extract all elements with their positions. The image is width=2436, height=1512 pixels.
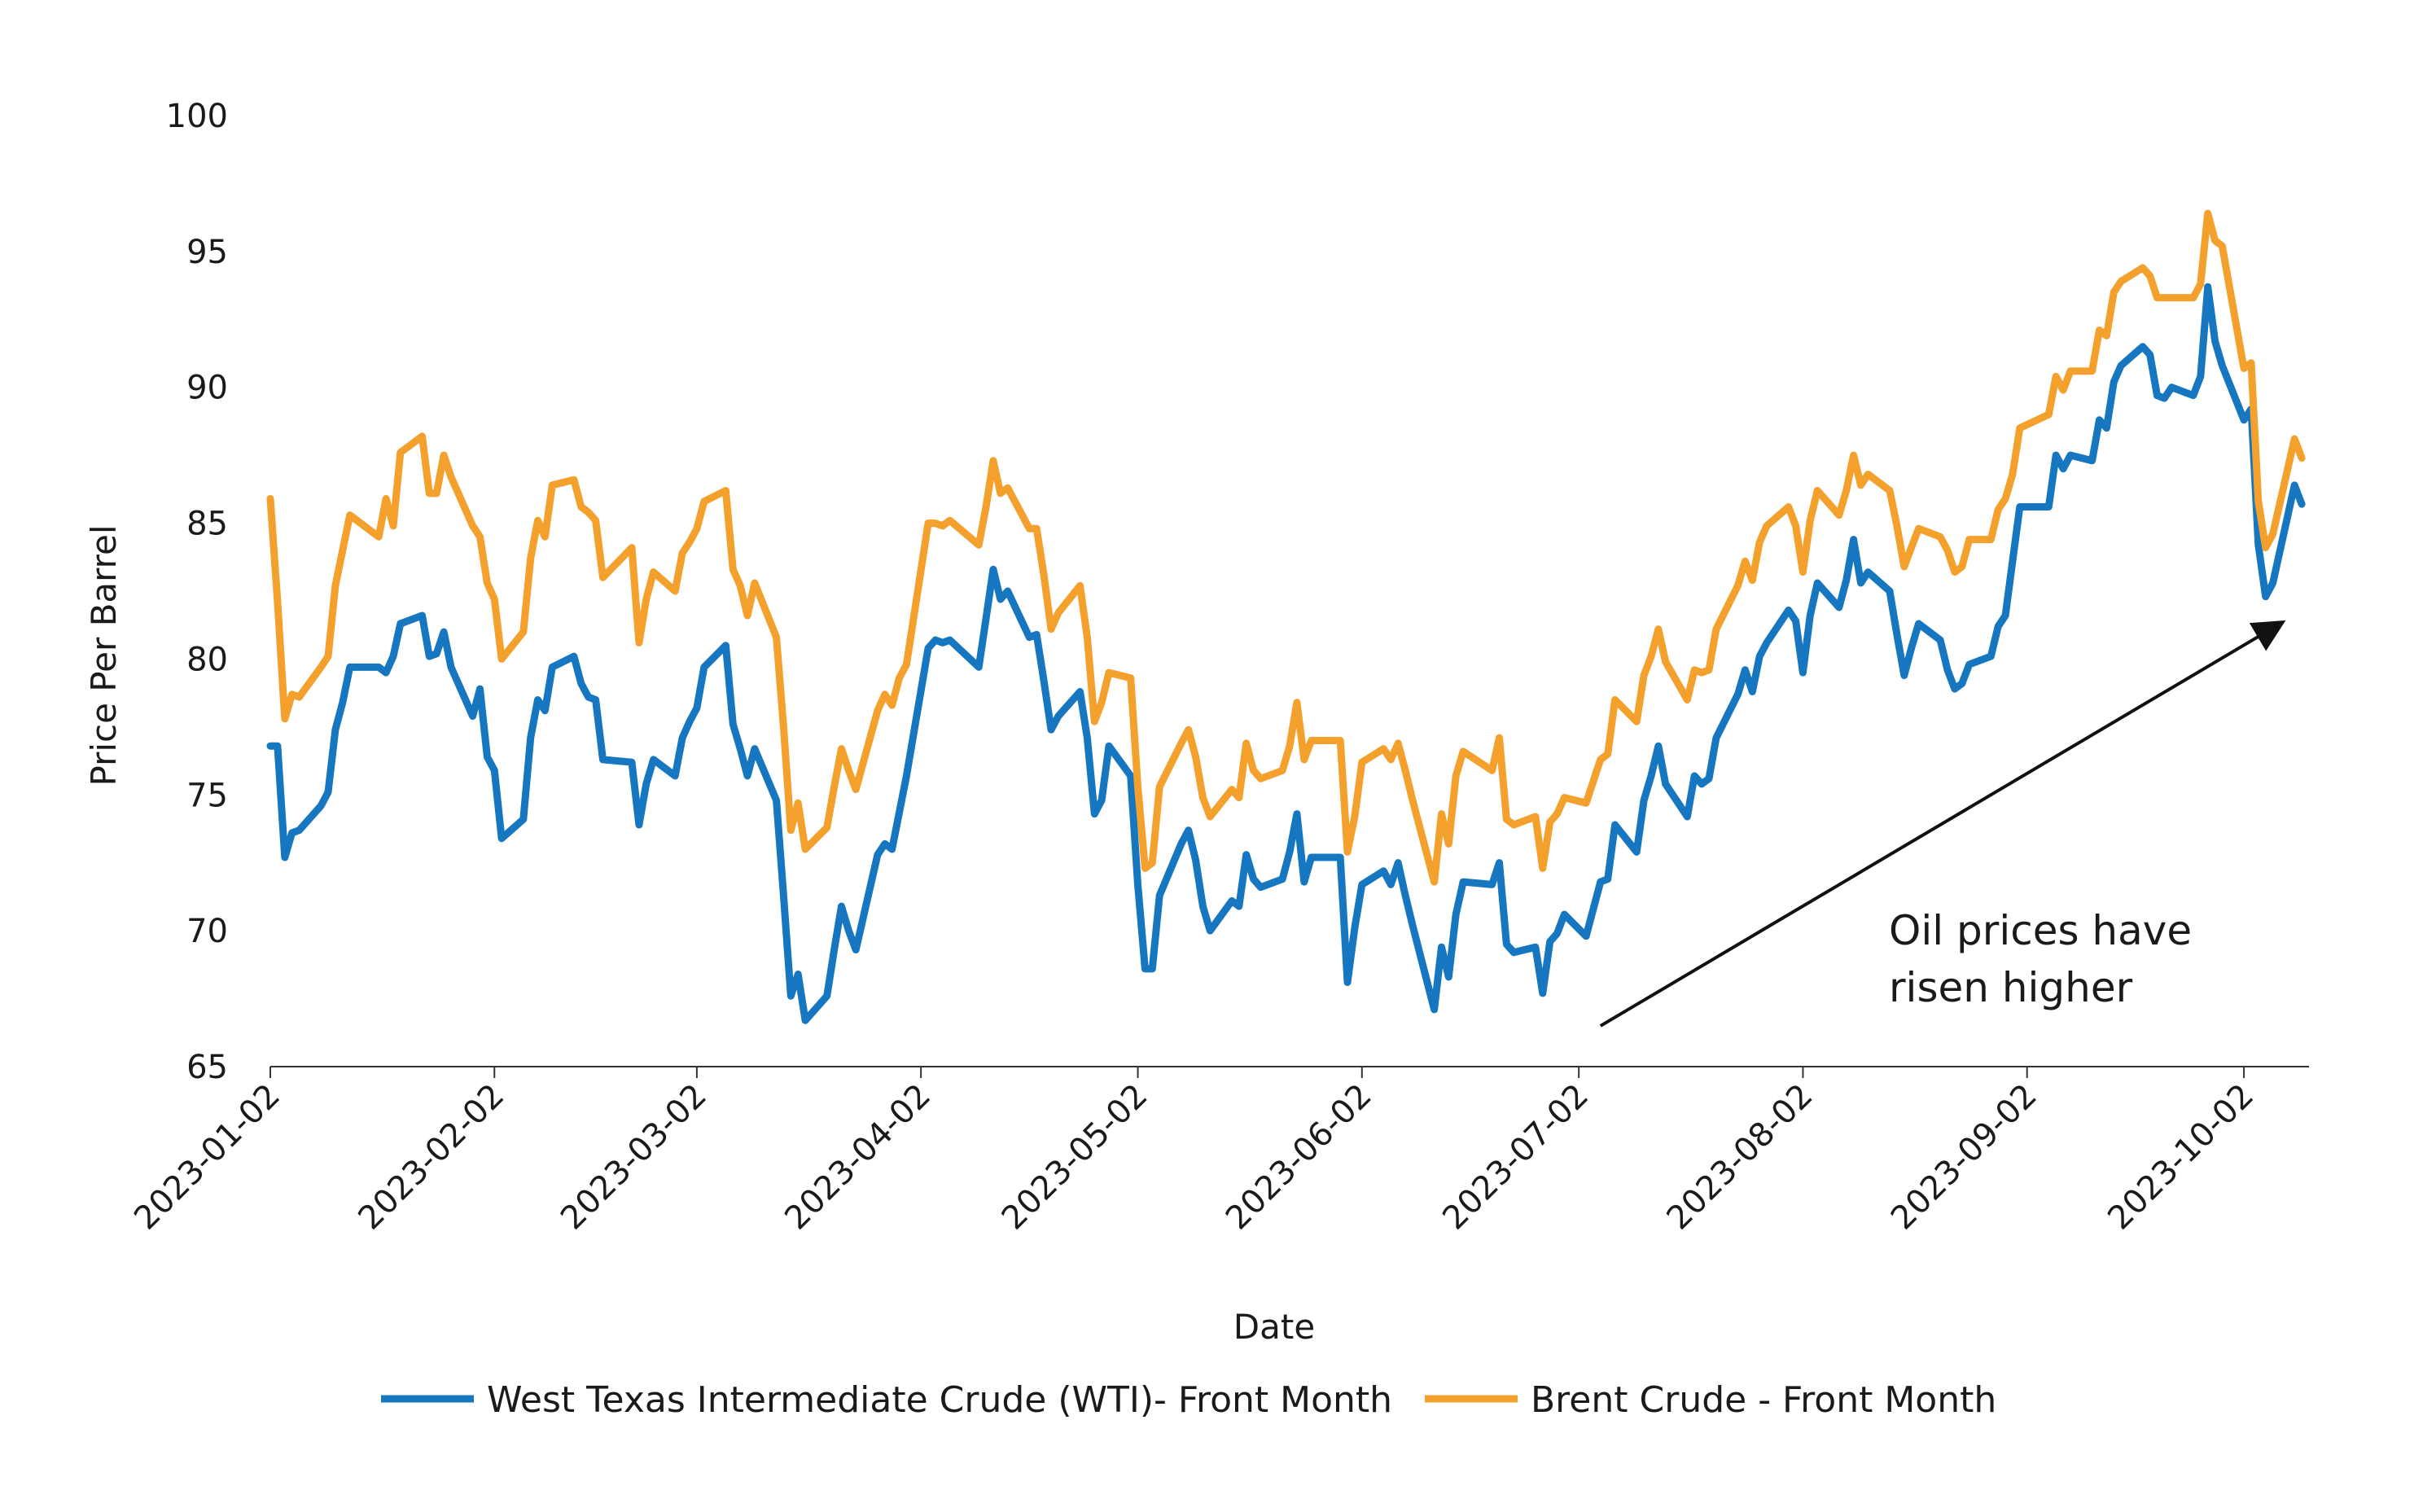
- legend-label-wti: West Texas Intermediate Crude (WTI)- Fro…: [487, 1379, 1392, 1421]
- series-layer: [266, 209, 2306, 1024]
- x-tick-label: 2023-06-02: [1219, 1077, 1379, 1238]
- annotation-arrow: [1599, 620, 2286, 1028]
- x-tick-label: 2023-03-02: [554, 1077, 714, 1238]
- x-tick-label: 2023-10-02: [2101, 1077, 2261, 1238]
- y-tick-label: 75: [186, 777, 228, 814]
- y-axis-title: Price Per Barrel: [84, 524, 124, 786]
- x-tick-label: 2023-05-02: [995, 1077, 1155, 1238]
- x-axis-title: Date: [1233, 1307, 1315, 1347]
- legend: West Texas Intermediate Crude (WTI)- Fro…: [381, 1379, 1996, 1421]
- y-tick-label: 80: [186, 641, 228, 678]
- y-tick-label: 70: [186, 913, 228, 950]
- y-tick-label: 90: [186, 370, 228, 407]
- annotation-line-2: risen higher: [1889, 964, 2133, 1011]
- y-tick-label: 85: [186, 506, 228, 543]
- y-tick-label: 100: [166, 98, 228, 135]
- y-axis-ticks: 65 70 75 80 85 90 95 100: [166, 98, 228, 1086]
- x-tick-label: 2023-04-02: [778, 1077, 938, 1238]
- x-tick-label: 2023-02-02: [351, 1077, 511, 1238]
- y-tick-label: 65: [186, 1049, 228, 1086]
- legend-label-brent: Brent Crude - Front Month: [1531, 1379, 1996, 1421]
- x-axis-ticks: 2023-01-02 2023-02-02 2023-03-02 2023-04-02…: [127, 1067, 2261, 1237]
- series-line-brent: [266, 209, 2306, 886]
- x-tick-label: 2023-01-02: [127, 1077, 287, 1238]
- annotation-line-1: Oil prices have: [1889, 907, 2192, 954]
- x-tick-label: 2023-08-02: [1660, 1077, 1820, 1238]
- series-line-wti: [266, 283, 2306, 1024]
- x-tick-label: 2023-07-02: [1435, 1077, 1596, 1238]
- x-tick-label: 2023-09-02: [1884, 1077, 2044, 1238]
- y-tick-label: 95: [186, 234, 228, 271]
